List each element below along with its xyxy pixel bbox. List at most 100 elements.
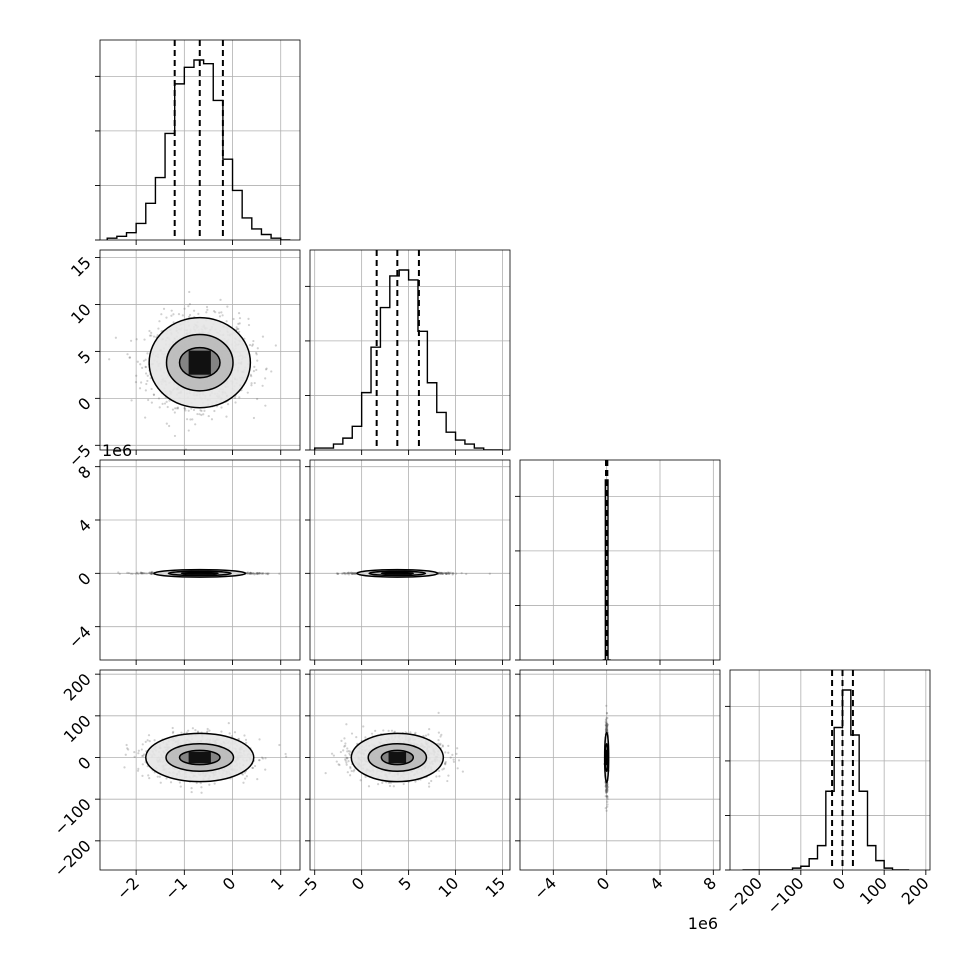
scatter-point [444, 572, 447, 575]
scatter-point [213, 409, 216, 413]
scatter-point [451, 572, 454, 575]
scatter-point [226, 403, 230, 406]
scatter-point [447, 571, 450, 574]
scatter-point [166, 405, 169, 409]
scatter-point [438, 571, 441, 575]
scatter-point [353, 572, 356, 575]
scatter-point [256, 572, 259, 575]
scatter-point [248, 572, 251, 575]
scatter-point [246, 571, 249, 574]
scatter-point [247, 317, 250, 320]
scatter-point [260, 572, 263, 575]
scatter-point [187, 305, 190, 308]
scatter-point [255, 351, 258, 355]
scatter-point [183, 407, 186, 410]
scatter-point [252, 370, 256, 373]
scatter-point [258, 572, 261, 575]
scatter-point [230, 735, 233, 738]
scatter-point [264, 368, 268, 371]
scatter-point [142, 359, 146, 362]
scatter-point [252, 416, 256, 420]
scatter-point [439, 572, 442, 575]
scatter-point [200, 791, 203, 794]
scatter-point [347, 572, 350, 575]
scatter-point [261, 335, 265, 338]
scatter-point [446, 571, 450, 574]
scatter-point [141, 774, 144, 777]
scatter-point [146, 352, 149, 355]
scatter-point [246, 571, 250, 574]
scatter-point [253, 381, 256, 385]
scatter-point [278, 572, 281, 575]
scatter-point [238, 330, 241, 333]
scatter-point [261, 572, 265, 575]
scatter-point [142, 572, 145, 575]
scatter-point [260, 572, 263, 575]
scatter-point [441, 572, 444, 575]
scatter-point [170, 314, 173, 317]
scatter-point [237, 322, 240, 325]
scatter-point [126, 747, 129, 750]
scatter-point [141, 366, 144, 369]
scatter-point [237, 737, 241, 741]
scatter-point [258, 738, 261, 741]
scatter-point [250, 375, 253, 378]
pair-panel-1-0 [99, 249, 301, 451]
contour-2 [148, 316, 252, 409]
scatter-point [257, 571, 261, 575]
scatter-point [198, 413, 201, 416]
scatter-point [108, 358, 111, 361]
scatter-point [342, 571, 345, 575]
scatter-point [150, 572, 153, 575]
scatter-point [175, 407, 178, 410]
scatter-point [249, 571, 252, 575]
scatter-point [183, 407, 187, 410]
scatter-point [187, 409, 190, 412]
scatter-point [445, 572, 449, 575]
scatter-point [350, 571, 353, 574]
scatter-point [437, 572, 441, 575]
panel-frame [99, 249, 301, 451]
pair-panel-3-0 [99, 669, 301, 871]
scatter-point [148, 571, 151, 575]
panel-frame [99, 39, 301, 241]
scatter-point [128, 356, 131, 359]
scatter-point [148, 334, 152, 337]
scatter-point [187, 429, 190, 432]
scatter-point [220, 406, 223, 409]
scatter-point [445, 572, 448, 575]
scatter-point [203, 409, 206, 412]
scatter-point [344, 572, 347, 575]
density-core [189, 572, 210, 574]
scatter-point [165, 316, 168, 319]
scatter-point [142, 572, 146, 575]
scatter-point [256, 572, 259, 576]
scatter-point [143, 338, 146, 341]
scatter-point [188, 290, 191, 294]
scatter-point [140, 381, 143, 384]
scatter-point [140, 572, 143, 575]
scatter-point [139, 363, 142, 366]
scatter-point [348, 571, 352, 574]
scatter-point [148, 572, 151, 575]
scatter-point [173, 407, 177, 410]
scatter-point [144, 358, 147, 361]
scatter-point [135, 374, 138, 377]
scatter-point [186, 418, 189, 421]
scatter-point [146, 379, 149, 383]
scatter-point [440, 572, 443, 575]
scatter-point [451, 573, 454, 576]
scatter-point [150, 571, 153, 574]
scatter-point [200, 413, 203, 417]
scatter-point [192, 309, 196, 312]
scatter-point [221, 314, 224, 317]
scatter-point [441, 571, 444, 575]
scatter-point [190, 407, 193, 410]
scatter-point [439, 572, 442, 575]
scatter-point [179, 785, 182, 788]
scatter-point [194, 423, 197, 426]
scatter-point [258, 571, 262, 575]
scatter-point [445, 572, 448, 575]
scatter-point [150, 572, 153, 575]
